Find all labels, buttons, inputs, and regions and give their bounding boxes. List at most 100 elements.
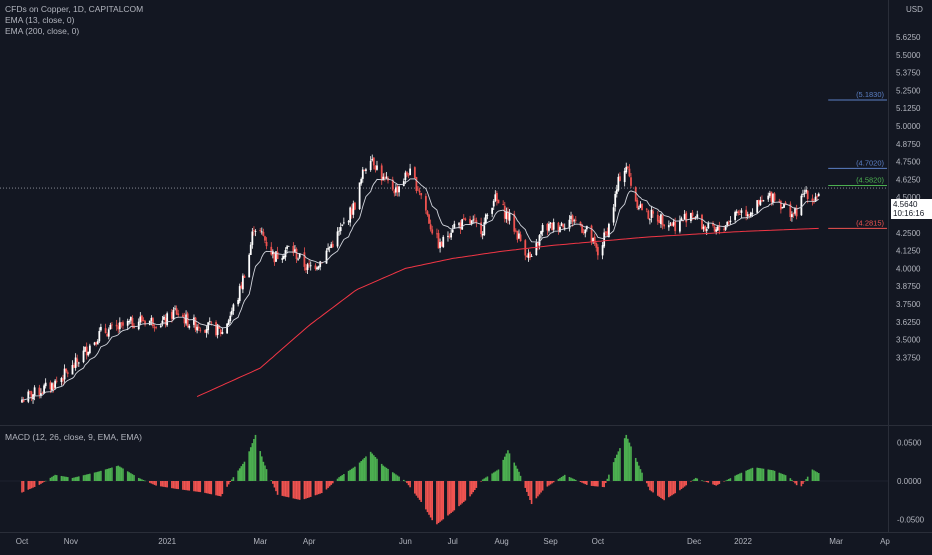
candle-body [352,203,355,215]
macd-bar [483,478,486,481]
candle-body [241,275,244,290]
candle-body [194,317,197,330]
macd-tick-label: -0.0500 [897,515,925,524]
ema-13-line [21,178,819,401]
macd-bar [541,481,544,491]
macd-bar [480,481,482,482]
macd-bar [376,458,378,481]
candle-body [182,314,184,318]
candle-body [129,317,132,321]
macd-bar [529,481,531,501]
macd-bar [341,475,344,481]
macd-bar [668,481,670,498]
macd-bar [508,453,511,481]
candle-body [718,225,721,231]
candle-body [658,220,661,224]
candle-body [71,365,74,375]
macd-bar [615,454,618,481]
macd-bar [669,481,672,497]
candle-body [63,368,66,380]
candle-body [380,165,383,181]
macd-bar [756,467,759,481]
macd-bar [762,468,765,481]
candle-body [696,214,699,218]
macd-bar [237,470,239,481]
macd-bar [63,476,66,481]
macd-bar [309,481,312,497]
macd-bar [32,481,34,488]
price-tick-label: 4.8750 [896,140,921,149]
macd-bar [462,481,465,502]
candle-body [608,223,610,238]
candle-body [562,224,565,228]
macd-bar [100,470,102,481]
macd-tick-label: 0.0000 [897,477,922,486]
macd-bar [219,481,222,497]
candle-body [671,223,673,227]
candle-body [305,267,307,271]
candle-body [637,207,640,209]
macd-bar [814,471,817,481]
macd-bar [491,473,493,481]
candle-body [481,233,484,236]
macd-bar [384,466,386,481]
candle-body [166,313,169,326]
candle-body [735,211,738,214]
macd-bar [691,480,694,481]
macd-bar [218,481,221,497]
candle-body [360,179,363,184]
candle-body [805,189,808,193]
candle-body [208,321,211,322]
macd-bar [148,481,151,483]
candle-body [98,331,101,342]
candle-body [353,202,356,210]
candle-body [38,387,41,396]
month-label: 2022 [734,537,752,546]
month-label: Dec [687,537,701,546]
macd-bar [199,481,202,493]
macd-bar [705,481,708,483]
candle-body [126,320,129,326]
macd-bar [77,476,80,481]
macd-bar [683,481,686,487]
candle-body [361,169,364,179]
candle-body [287,245,290,247]
candle-body [52,384,55,390]
candle-body [402,181,405,186]
macd-bar [287,481,290,498]
candle-body [174,308,176,310]
macd-bar [332,481,334,484]
candle-body [82,350,85,363]
macd-bar [473,481,476,491]
macd-bar [652,481,654,493]
candle-body [573,220,576,222]
macd-bar [740,472,743,481]
candle-body [319,261,322,267]
candle-body [186,313,189,327]
macd-bar [806,476,809,481]
macd-bar [746,469,749,481]
macd-bar [93,472,96,481]
macd-bar [415,481,418,496]
macd-bar [563,474,566,481]
candle-body [391,179,394,190]
macd-bar [761,468,763,481]
candle-body [188,325,191,328]
candle-body [54,380,57,388]
candle-body [205,329,208,333]
macd-bar [712,481,714,485]
macd-bar [693,479,695,481]
macd-bar [570,477,572,481]
level-label: (4.2815) [856,218,884,227]
macd-bar [87,474,90,481]
macd-bar [750,468,752,481]
macd-bar [713,481,716,486]
macd-bar [593,481,596,487]
price-tick-label: 4.1250 [896,247,921,256]
macd-bar [141,479,143,481]
macd-bar [76,476,79,481]
candle-body [606,231,609,236]
macd-bar [516,468,519,481]
macd-bar [634,457,637,481]
